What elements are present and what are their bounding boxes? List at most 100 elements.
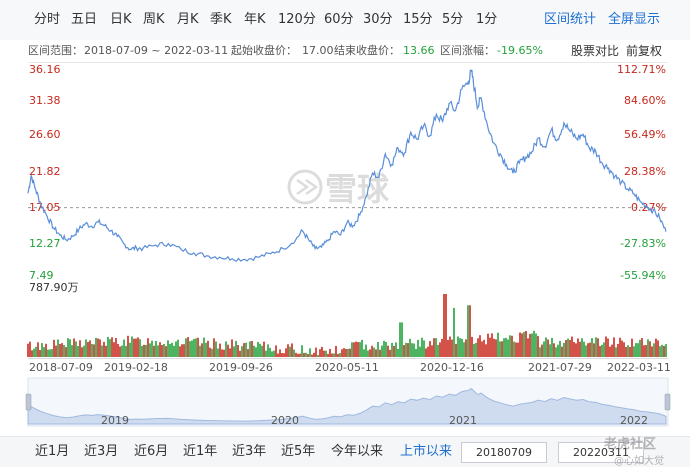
volume-bar [455, 343, 457, 357]
volume-bar [523, 331, 525, 357]
volume-bar [245, 342, 247, 357]
volume-bar [145, 344, 147, 357]
volume-bar [449, 336, 451, 357]
period-tab-5day[interactable]: 五日 [71, 12, 98, 27]
volume-bar [559, 340, 561, 357]
volume-bar [37, 342, 39, 357]
volume-bar [133, 338, 135, 357]
range-navigator[interactable]: 2019 2020 2021 2022 [25, 377, 671, 427]
volume-bar [611, 344, 613, 357]
volume-bar [367, 350, 369, 357]
period-tab-15min[interactable]: 15分 [403, 12, 433, 27]
range-3years[interactable]: 近3年 [232, 444, 267, 459]
volume-bar [627, 345, 629, 357]
volume-bar [233, 346, 235, 357]
volume-bar [453, 307, 455, 357]
start-date-input[interactable] [461, 442, 547, 463]
adjust-mode-toggle[interactable]: 前复权 [626, 44, 663, 58]
range-3months[interactable]: 近3月 [84, 444, 119, 459]
y-right-tick: 84.60% [624, 94, 666, 107]
volume-bar [91, 344, 93, 357]
period-tab-60min[interactable]: 60分 [324, 12, 354, 27]
period-tab-yearly-k[interactable]: 年K [244, 12, 266, 27]
volume-bar [361, 339, 363, 357]
range-value: 2018-07-09 ~ 2022-03-11 [84, 44, 229, 57]
volume-bar [477, 338, 479, 357]
volume-bar [137, 337, 139, 357]
period-tab-intraday[interactable]: 分时 [34, 12, 61, 27]
range-since-listing[interactable]: 上市以来 [400, 444, 453, 459]
range-6months[interactable]: 近6月 [134, 444, 169, 459]
volume-bar [551, 337, 553, 357]
volume-bar [209, 347, 211, 357]
volume-bar [323, 350, 325, 357]
range-ytd[interactable]: 今年以来 [331, 444, 384, 459]
volume-bar [637, 343, 639, 357]
navigator-right-handle[interactable] [664, 393, 671, 411]
volume-bar [393, 345, 395, 357]
volume-bar [341, 349, 343, 357]
volume-bar [171, 342, 173, 357]
period-tab-daily-k[interactable]: 日K [110, 12, 132, 27]
range-1month[interactable]: 近1月 [35, 444, 70, 459]
x-tick: 2019-09-26 [209, 361, 273, 374]
volume-bar [661, 344, 663, 357]
volume-bar [229, 348, 231, 357]
volume-bar [241, 346, 243, 357]
volume-bar [433, 338, 435, 357]
volume-bar [191, 340, 193, 357]
end-close-label: 结束收盘价： [334, 44, 400, 57]
volume-bar [161, 345, 163, 357]
volume-bar [63, 345, 65, 357]
volume-bar [103, 341, 105, 357]
volume-bar [365, 344, 367, 357]
volume-bar [443, 294, 445, 357]
volume-bar [223, 349, 225, 357]
volume-bar [285, 348, 287, 357]
volume-bar [55, 345, 57, 357]
price-chart[interactable]: 36.16 31.38 26.60 21.82 17.05 12.27 7.49… [0, 62, 690, 436]
x-tick: 2020-12-16 [420, 361, 484, 374]
volume-bar [217, 348, 219, 357]
volume-bar [95, 337, 97, 357]
volume-bar [481, 341, 483, 357]
range-5years[interactable]: 近5年 [281, 444, 316, 459]
volume-bar [615, 347, 617, 357]
navigator-left-handle[interactable] [25, 393, 32, 411]
volume-bar [57, 339, 59, 357]
volume-bar [33, 348, 35, 357]
volume-bar [415, 348, 417, 357]
fullscreen-button[interactable]: 全屏显示 [608, 12, 661, 27]
stock-compare-button[interactable]: 股票对比 [571, 44, 620, 58]
volume-bar [525, 331, 527, 357]
period-tab-1min[interactable]: 1分 [476, 12, 498, 27]
volume-bar [421, 337, 423, 357]
volume-bar [343, 348, 345, 357]
y-left-tick: 26.60 [29, 128, 61, 141]
volume-bar [321, 346, 323, 357]
period-tab-30min[interactable]: 30分 [363, 12, 393, 27]
volume-bar [207, 340, 209, 357]
volume-bar [271, 351, 273, 357]
volume-bar [647, 339, 649, 357]
volume-bar [427, 346, 429, 357]
volume-bar [513, 341, 515, 357]
period-tab-5min[interactable]: 5分 [442, 12, 464, 27]
volume-bar [169, 344, 171, 357]
volume-bar [527, 338, 529, 357]
volume-bar [35, 346, 37, 357]
range-stats-button[interactable]: 区间统计 [544, 12, 597, 27]
corner-watermark: 老虎社区 [604, 437, 657, 452]
period-tab-quarterly-k[interactable]: 季K [210, 12, 232, 27]
period-tab-120min[interactable]: 120分 [278, 12, 316, 27]
period-tab-monthly-k[interactable]: 月K [177, 12, 199, 27]
end-date-input[interactable] [558, 442, 644, 463]
range-1year[interactable]: 近1年 [183, 444, 218, 459]
volume-bar [159, 342, 161, 357]
volume-bar [511, 335, 513, 357]
volume-bar [267, 344, 269, 357]
volume-bar [535, 333, 537, 357]
volume-bar [307, 354, 309, 357]
volume-bar [601, 344, 603, 357]
period-tab-weekly-k[interactable]: 周K [143, 12, 165, 27]
